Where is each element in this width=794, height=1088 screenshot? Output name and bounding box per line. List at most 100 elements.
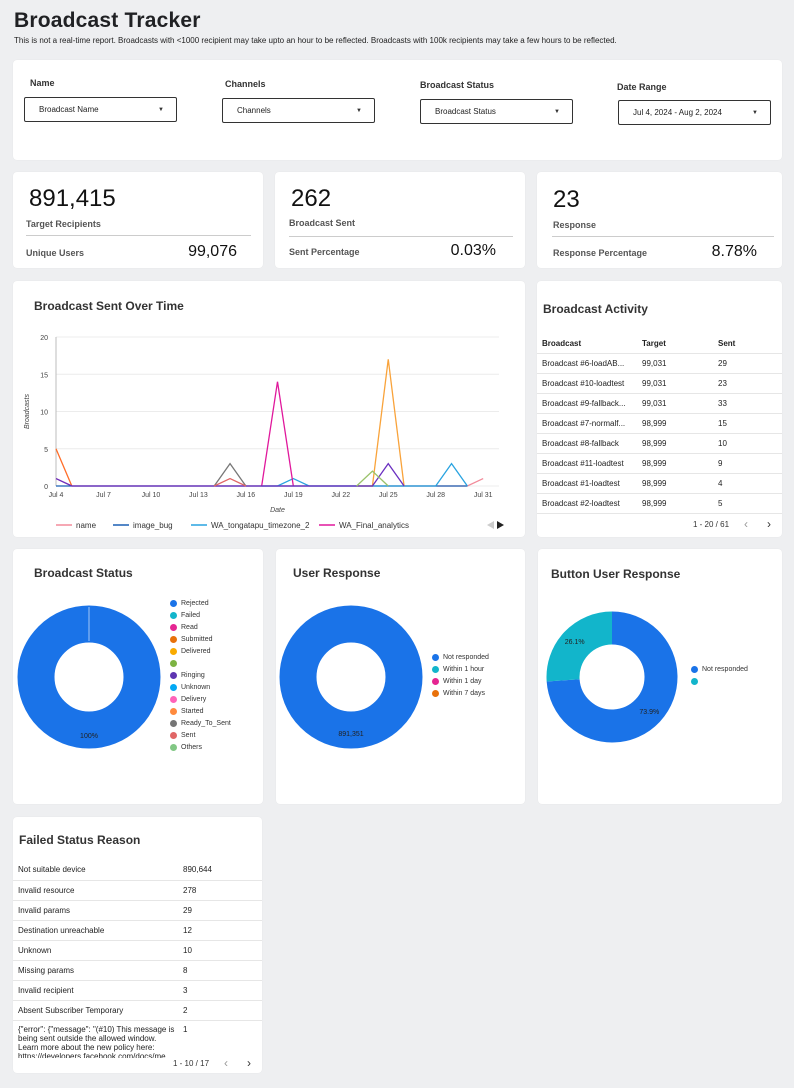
y-tick-label: 5 xyxy=(44,447,48,454)
legend-next-icon[interactable] xyxy=(497,521,504,529)
legend-item[interactable]: Others xyxy=(170,744,202,751)
legend-item[interactable]: Failed xyxy=(170,612,200,619)
donut-slice[interactable] xyxy=(546,611,678,743)
series-line[interactable] xyxy=(356,470,389,487)
table-row[interactable]: Invalid resource 278 xyxy=(13,879,262,900)
next-page-button[interactable]: › xyxy=(247,1056,251,1070)
legend-item[interactable] xyxy=(691,678,702,685)
prev-page-button[interactable]: ‹ xyxy=(224,1056,228,1070)
legend-item[interactable]: Within 1 day xyxy=(432,678,482,685)
channels-filter-label: Channels xyxy=(225,79,266,89)
failed-reason-card: Failed Status Reason Not suitable device… xyxy=(13,817,262,1073)
series-line[interactable] xyxy=(55,462,405,487)
legend-item[interactable]: Unknown xyxy=(170,684,210,691)
legend-item[interactable]: Within 7 days xyxy=(432,690,485,697)
sent-cell: 29 xyxy=(713,352,782,373)
table-row[interactable]: Broadcast #7-normalf... 98,999 15 xyxy=(537,412,782,433)
legend-label[interactable]: WA_tongatapu_timezone_2 xyxy=(211,521,310,530)
series-line[interactable] xyxy=(261,381,294,487)
kpi-sent-card: 262 Broadcast Sent Sent Percentage 0.03% xyxy=(275,172,525,268)
legend-item[interactable]: Delivered xyxy=(170,648,211,655)
series-line[interactable] xyxy=(213,462,247,487)
reason-cell: Destination unreachable xyxy=(13,919,178,940)
legend-prev-icon[interactable] xyxy=(487,521,494,529)
legend-item[interactable]: Not responded xyxy=(432,654,489,661)
table-row[interactable]: Unknown 10 xyxy=(13,939,262,960)
series-line[interactable] xyxy=(213,477,247,487)
table-row[interactable]: Broadcast #9-fallback... 99,031 33 xyxy=(537,392,782,413)
chevron-down-icon: ▼ xyxy=(356,108,362,114)
x-tick-label: Jul 31 xyxy=(474,492,493,499)
broadcast-name-cell: Broadcast #6-loadAB... xyxy=(537,352,637,373)
legend-dot-icon xyxy=(170,600,177,607)
sent-over-time-chart: 0 5 10 15 20 Jul 4 Jul 7 Jul 10 Jul 13 Jul 16 Jul … xyxy=(24,335,504,530)
series-line[interactable] xyxy=(55,448,73,487)
legend-label: Within 1 day xyxy=(443,678,482,685)
status-chart-title: Broadcast Status xyxy=(34,566,133,580)
prev-page-button[interactable]: ‹ xyxy=(744,517,748,531)
legend-item[interactable]: Rejected xyxy=(170,600,209,607)
legend-label[interactable]: name xyxy=(76,521,97,530)
next-page-button[interactable]: › xyxy=(767,517,771,531)
status-filter-label: Broadcast Status xyxy=(420,80,495,90)
donut-slice[interactable] xyxy=(546,611,613,682)
legend-item[interactable]: Sent xyxy=(170,732,195,739)
target-recipients-label: Target Recipients xyxy=(26,219,101,229)
name-filter-label: Name xyxy=(30,78,55,88)
table-row[interactable]: Not suitable device 890,644 xyxy=(13,860,262,880)
sent-cell: 15 xyxy=(713,412,782,433)
table-row[interactable]: Broadcast #6-loadAB... 99,031 29 xyxy=(537,352,782,373)
target-cell: 98,999 xyxy=(637,512,713,518)
reason-cell: Invalid params xyxy=(13,899,178,920)
column-header-sent[interactable]: Sent xyxy=(718,339,736,349)
legend-item[interactable]: Ringing xyxy=(170,672,205,679)
legend-item[interactable]: Read xyxy=(170,624,198,631)
target-cell: 98,999 xyxy=(637,452,713,473)
table-row[interactable]: Destination unreachable 12 xyxy=(13,919,262,940)
table-row[interactable]: Broadcast #8-fallback 98,999 10 xyxy=(537,432,782,453)
kpi-divider xyxy=(552,236,774,237)
table-row[interactable]: Broadcast #11-loadtest 98,999 9 xyxy=(537,452,782,473)
kpi-divider xyxy=(26,235,251,236)
table-row[interactable]: Absent Subscriber Temporary 2 xyxy=(13,999,262,1020)
legend-item[interactable]: Ready_To_Sent xyxy=(170,720,231,727)
table-row[interactable]: Broadcast #1-loadtest 98,999 4 xyxy=(537,472,782,493)
failed-table-wrap: Not suitable device 890,644 Invalid resour… xyxy=(13,860,262,1058)
name-filter-select[interactable]: Broadcast Name ▼ xyxy=(24,97,177,122)
table-row[interactable]: Broadcast #2-loadtest 98,999 5 xyxy=(537,492,782,513)
unique-users-value: 99,076 xyxy=(188,243,237,260)
legend-label: Sent xyxy=(181,732,196,739)
table-row[interactable]: Broadcast #10-loadtest 99,031 23 xyxy=(537,372,782,393)
date-filter-label: Date Range xyxy=(617,82,667,92)
legend-item[interactable] xyxy=(170,660,181,667)
sent-percentage-value: 0.03% xyxy=(450,242,496,259)
table-row[interactable]: {"error": {"message": "(#10) This messag… xyxy=(13,1019,262,1058)
table-row[interactable]: Invalid params 29 xyxy=(13,899,262,920)
channels-filter-select[interactable]: Channels ▼ xyxy=(222,98,375,123)
sent-chart-title: Broadcast Sent Over Time xyxy=(34,299,184,313)
date-range-select[interactable]: Jul 4, 2024 - Aug 2, 2024 ▼ xyxy=(618,100,771,125)
activity-header-row: Broadcast Target Sent xyxy=(537,335,782,353)
target-cell: 98,999 xyxy=(637,432,713,453)
legend-item[interactable]: Submitted xyxy=(170,636,213,643)
legend-dot-icon xyxy=(170,708,177,715)
series-line[interactable] xyxy=(55,477,484,487)
series-line[interactable] xyxy=(356,359,405,487)
legend-item[interactable]: Started xyxy=(170,708,204,715)
column-header-target[interactable]: Target xyxy=(642,339,666,349)
legend-label[interactable]: image_bug xyxy=(133,521,173,530)
x-tick-label: Jul 25 xyxy=(379,492,398,499)
table-row[interactable]: Missing params 8 xyxy=(13,959,262,980)
legend-item[interactable]: Not responded xyxy=(691,666,748,673)
legend-item[interactable]: Delivery xyxy=(170,696,206,703)
legend-item[interactable]: Within 1 hour xyxy=(432,666,484,673)
broadcast-name-cell: Broadcast #8-fallback xyxy=(537,432,637,453)
sent-cell: 5 xyxy=(713,492,782,513)
legend-dot-icon xyxy=(170,672,177,679)
response-donut-chart: 891,351 xyxy=(279,605,423,749)
table-row[interactable]: Invalid recipient 3 xyxy=(13,979,262,1000)
legend-label[interactable]: WA_Final_analytics xyxy=(339,521,409,530)
column-header-broadcast[interactable]: Broadcast xyxy=(542,339,582,349)
status-filter-select[interactable]: Broadcast Status ▼ xyxy=(420,99,573,124)
